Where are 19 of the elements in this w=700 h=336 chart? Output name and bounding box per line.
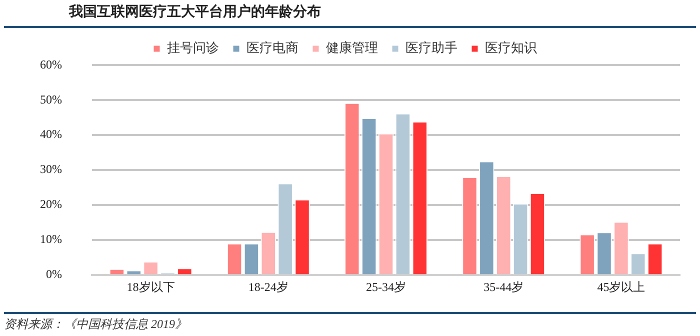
x-tick-label: 35-44岁 [484,280,524,294]
y-tick-label: 40% [40,127,62,142]
y-tick-label: 10% [40,232,62,246]
legend-label: 医疗助手 [405,40,458,56]
legend-label: 挂号问诊 [166,40,219,56]
chart-title: 我国互联网医疗五大平台用户的年龄分布 [4,0,696,28]
y-tick-label: 20% [40,197,62,212]
x-tick-label: 18岁以下 [126,280,175,294]
y-tick-label: 60% [40,57,62,72]
x-tick-label: 18-24岁 [248,280,288,294]
y-tick-label: 0% [46,266,62,281]
legend-label: 健康管理 [326,40,378,56]
text: 资料来源：《中国科技信息 2019》 [4,312,696,333]
x-tick-label: 25-34岁 [366,280,406,294]
x-tick-label: 45岁以上 [597,280,646,294]
y-tick-label: 30% [40,162,62,176]
legend-label: 医疗电商 [246,40,298,56]
legend-label: 医疗知识 [484,40,537,56]
y-tick-label: 50% [40,92,62,106]
